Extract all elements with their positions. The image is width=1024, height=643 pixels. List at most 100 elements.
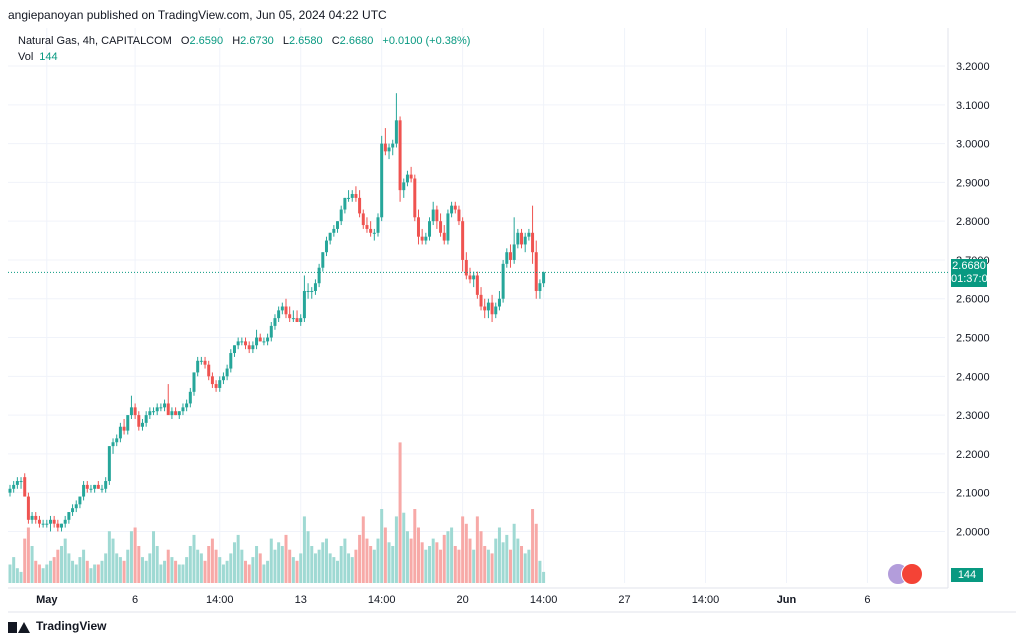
volume-bar xyxy=(93,564,97,583)
candle-body xyxy=(402,182,406,191)
candle-body xyxy=(339,209,343,222)
volume-bar xyxy=(468,538,472,583)
footer-brand[interactable]: TradingView xyxy=(8,619,106,633)
candle-body xyxy=(490,302,494,315)
volume-bar xyxy=(148,553,152,583)
candle-body xyxy=(365,225,369,229)
candle-body xyxy=(302,290,306,319)
volume-bar xyxy=(244,560,248,583)
volume-bar xyxy=(273,549,277,583)
candle-body xyxy=(431,209,435,222)
volume-bar xyxy=(475,516,479,583)
volume-bar xyxy=(23,538,27,583)
open-label: O xyxy=(180,35,190,47)
volume-bar xyxy=(483,546,487,583)
volume-bar xyxy=(78,557,82,583)
candle-body xyxy=(185,403,189,408)
volume-bar xyxy=(324,538,328,583)
candle-body xyxy=(129,407,133,416)
x-tick-label: May xyxy=(36,594,58,606)
volume-bar xyxy=(89,568,93,583)
candle-body xyxy=(67,512,71,520)
candle-body xyxy=(52,519,56,524)
symbol-label[interactable]: Natural Gas, 4h, CAPITALCOM xyxy=(18,35,172,47)
candle-body xyxy=(232,345,236,354)
volume-bar xyxy=(82,549,86,583)
volume-bar xyxy=(199,553,203,583)
close-value: 2.6680 xyxy=(339,35,374,47)
chart-legend: Natural Gas, 4h, CAPITALCOM O2.6590 H2.6… xyxy=(18,33,470,65)
candle-body xyxy=(520,232,524,245)
volume-bar xyxy=(137,546,141,583)
candle-body xyxy=(508,252,512,260)
candle-body xyxy=(71,508,75,513)
candle-body xyxy=(236,341,240,346)
volume-bar xyxy=(140,557,144,583)
change-value: +0.0100 (+0.38%) xyxy=(382,35,471,47)
volume-bar xyxy=(288,549,292,583)
candle-body xyxy=(8,488,12,493)
candle-body xyxy=(324,240,328,253)
candle-body xyxy=(218,380,222,388)
candle-body xyxy=(483,306,487,311)
volume-bar xyxy=(431,538,435,583)
candle-body xyxy=(96,484,100,489)
volume-bar xyxy=(435,542,439,583)
volume-bar xyxy=(409,538,413,583)
publish-info: angiepanoyan published on TradingView.co… xyxy=(8,8,387,22)
volume-bar xyxy=(60,546,64,583)
candle-body xyxy=(155,407,159,412)
y-tick-label: 2.0000 xyxy=(956,526,990,538)
candle-body xyxy=(48,519,52,524)
volume-bar xyxy=(398,442,402,583)
volume-bar xyxy=(247,564,251,583)
volume-bar xyxy=(185,557,189,583)
candle-body xyxy=(354,194,358,198)
candle-body xyxy=(424,236,428,241)
candle-body xyxy=(435,209,439,222)
candle-body xyxy=(372,232,376,234)
volume-bar xyxy=(461,516,465,583)
candle-body xyxy=(12,484,16,489)
volume-bar xyxy=(284,534,288,583)
volume-bar xyxy=(354,549,358,583)
volume-bar xyxy=(41,568,45,583)
volume-bar xyxy=(453,546,457,583)
volume-bar xyxy=(365,538,369,583)
volume-bar xyxy=(12,557,16,583)
candle-body xyxy=(60,523,64,528)
candle-body xyxy=(104,481,108,489)
candle-body xyxy=(453,205,457,210)
volume-bar xyxy=(181,564,185,583)
candle-body xyxy=(258,337,262,342)
us-flag-icon[interactable] xyxy=(901,563,923,585)
candle-body xyxy=(148,411,152,416)
candle-body xyxy=(107,446,111,482)
volume-bar xyxy=(8,564,12,583)
volume-tag: 144 xyxy=(951,568,983,582)
candle-body xyxy=(332,228,336,233)
candle-body xyxy=(78,496,82,505)
candle-body xyxy=(523,236,527,245)
candle-body xyxy=(199,360,203,362)
candle-body xyxy=(166,403,170,416)
volume-bar xyxy=(494,538,498,583)
volume-bar xyxy=(446,531,450,583)
candle-body xyxy=(446,213,450,241)
candle-body xyxy=(93,484,97,489)
volume-bar xyxy=(251,557,255,583)
volume-bar xyxy=(457,549,461,583)
candle-body xyxy=(251,345,255,350)
volume-bar xyxy=(350,557,354,583)
candle-body xyxy=(188,391,192,404)
x-tick-label: 6 xyxy=(864,594,870,606)
candle-body xyxy=(23,477,27,497)
volume-bar xyxy=(313,553,317,583)
volume-bar xyxy=(67,553,71,583)
volume-bar xyxy=(413,509,417,583)
volume-bar xyxy=(45,564,49,583)
candle-body xyxy=(486,302,490,311)
volume-bar xyxy=(508,549,512,583)
volume-label[interactable]: Vol xyxy=(18,51,34,63)
volume-bar xyxy=(321,542,325,583)
